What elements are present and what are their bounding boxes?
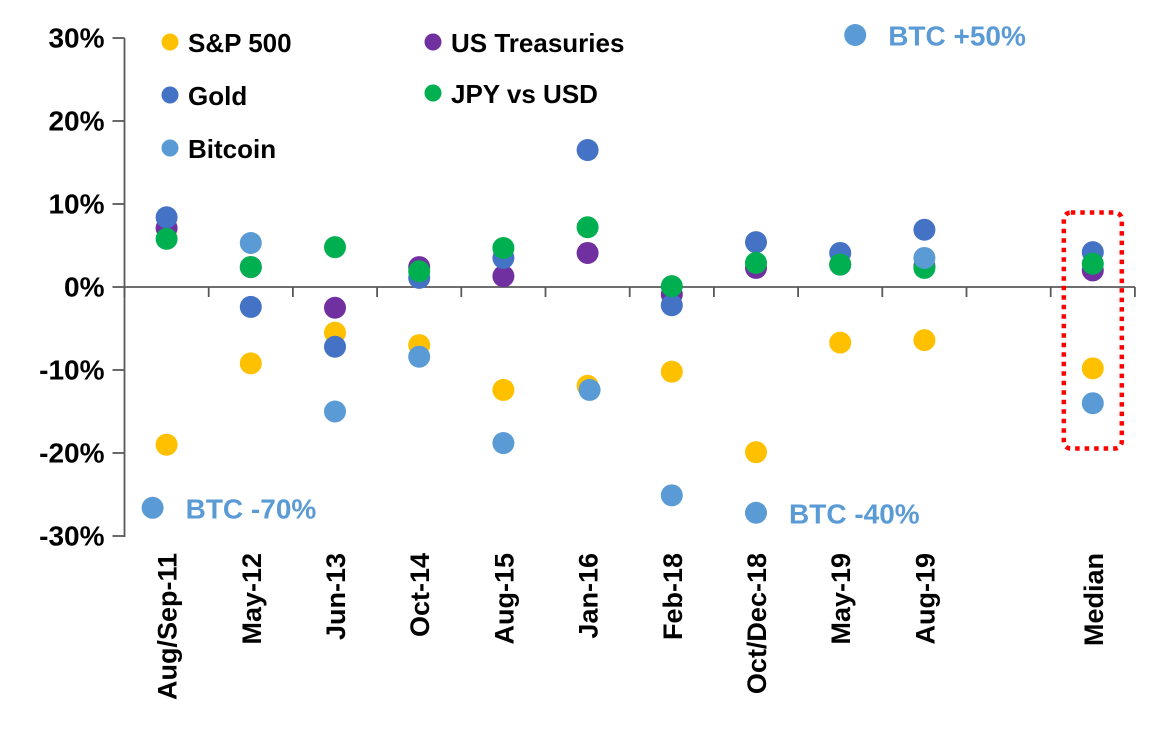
y-tick-label-10: 10% [48,189,104,220]
point-s-p-500-may-19 [829,331,852,354]
point-s-p-500-may-12 [239,352,262,375]
point-gold-feb-18 [660,294,683,317]
legend-marker-s-p-500 [161,33,179,51]
point-gold-aug-19 [913,218,936,241]
annotation-btc-50: BTC +50% [888,21,1026,52]
x-label-aug-15: Aug-15 [489,553,519,645]
y-tick-label-20: -20% [39,438,104,469]
point-s-p-500-feb-18 [660,360,683,383]
point-s-p-500-aug-15 [492,378,515,401]
x-label-oct-14: Oct-14 [405,553,435,637]
point-s-p-500-median [1081,357,1104,380]
legend-label-jpy-vs-usd: JPY vs USD [451,79,598,109]
point-bitcoin-aug-19 [913,246,936,269]
point-bitcoin-jun-13 [324,400,346,423]
point-jpy-vs-usd-feb-18 [660,275,683,298]
legend-marker-us-treasuries [424,33,442,51]
point-us-treasuries-jun-13 [324,296,346,319]
point-gold-jan-16 [576,139,599,162]
point-bitcoin-aug-sep-11 [141,496,164,519]
point-bitcoin-jan-16 [578,378,601,401]
point-jpy-vs-usd-oct-14 [408,260,431,283]
x-label-median: Median [1079,553,1109,646]
point-bitcoin-may-12 [239,232,262,255]
y-tick-label-30: -30% [39,521,104,552]
legend-item-gold: Gold [161,81,247,111]
x-axis [123,286,1136,297]
point-gold-oct-dec-18 [745,231,767,254]
point-jpy-vs-usd-median [1081,252,1104,275]
point-jpy-vs-usd-jan-16 [576,216,599,239]
point-jpy-vs-usd-oct-dec-18 [745,251,767,274]
x-label-aug-sep-11: Aug/Sep-11 [153,553,183,700]
point-bitcoin-aug-15 [492,432,515,455]
legend-marker-jpy-vs-usd [424,84,442,102]
annotation-btc-70: BTC -70% [186,493,317,524]
legend-label-gold: Gold [188,81,247,111]
legend-label-bitcoin: Bitcoin [188,134,276,164]
point-jpy-vs-usd-may-19 [829,253,852,276]
point-gold-aug-sep-11 [155,206,178,229]
point-gold-jun-13 [324,335,346,358]
legend-label-s-p-500: S&P 500 [188,28,292,58]
legend-item-s-p-500: S&P 500 [161,28,292,58]
y-tick-label-30: 30% [48,23,104,54]
x-label-may-12: May-12 [237,553,267,645]
median-highlight-box [1061,210,1125,451]
point-bitcoin-oct-14 [408,345,431,368]
point-jpy-vs-usd-may-12 [239,256,262,279]
legend-marker-bitcoin [161,139,179,157]
point-jpy-vs-usd-jun-13 [324,236,346,259]
x-label-jan-16: Jan-16 [574,553,604,639]
x-label-feb-18: Feb-18 [658,553,688,640]
legend-item-jpy-vs-usd: JPY vs USD [424,79,598,109]
legend-marker-gold [161,86,179,104]
x-label-may-19: May-19 [826,553,856,645]
y-tick-label-10: -10% [39,355,104,386]
y-tick-label-0: 0% [64,272,105,303]
annotation-btc-40: BTC -40% [789,498,920,529]
point-gold-may-12 [239,295,262,318]
legend-item-us-treasuries: US Treasuries [424,28,624,58]
y-tick-label-20: 20% [48,106,104,137]
point-jpy-vs-usd-aug-15 [492,236,515,259]
point-bitcoin-feb-18 [660,484,683,507]
y-axis: 30% 20% 10% 0% -10% -20% -30% [39,23,126,552]
point-us-treasuries-aug-15 [492,265,515,288]
data-points [141,24,1104,524]
point-s-p-500-oct-dec-18 [745,441,767,464]
point-s-p-500-aug-sep-11 [155,433,178,456]
point-us-treasuries-jan-16 [576,241,599,264]
point-s-p-500-aug-19 [913,329,936,352]
legend-label-us-treasuries: US Treasuries [451,28,624,58]
x-axis-labels: Aug/Sep-11 May-12 Jun-13 Oct-14 Aug-15 Jan-16… [153,553,1109,700]
legend-item-bitcoin: Bitcoin [161,134,276,164]
point-bitcoin-oct-dec-18 [745,501,767,524]
x-label-oct-dec-18: Oct/Dec-18 [742,553,772,694]
point-jpy-vs-usd-aug-sep-11 [155,227,178,250]
point-bitcoin-median [1081,392,1104,415]
annotations: BTC -70% BTC -40% BTC +50% [186,21,1026,530]
legend: S&P 500 Gold Bitcoin US Treasuries JPY vs US… [161,28,624,164]
point-bitcoin-may-19 [844,24,867,46]
x-label-jun-13: Jun-13 [321,553,351,640]
x-label-aug-19: Aug-19 [910,553,940,645]
